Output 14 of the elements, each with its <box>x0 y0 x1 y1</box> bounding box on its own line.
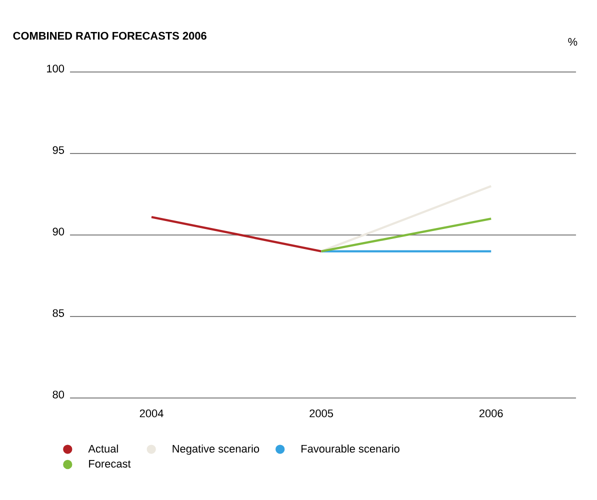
x-tick-label: 2004 <box>140 410 164 418</box>
legend-label: Negative scenario <box>172 444 260 455</box>
y-tick-label: 85 <box>52 309 64 317</box>
y-tick-label: 80 <box>52 390 64 398</box>
x-tick-label: 2006 <box>479 410 503 418</box>
legend-label: Forecast <box>89 460 131 468</box>
chart-title: COMBINED RATIO FORECASTS 2006 <box>13 32 206 40</box>
y-tick-label: 90 <box>52 228 64 236</box>
legend-label: Actual <box>88 444 118 453</box>
y-tick-label: 95 <box>52 146 64 154</box>
y-axis-title: % <box>568 38 578 46</box>
legend-label: Favourable scenario <box>302 444 400 453</box>
x-tick-label: 2005 <box>310 410 334 418</box>
y-tick-label: 100 <box>47 64 64 72</box>
